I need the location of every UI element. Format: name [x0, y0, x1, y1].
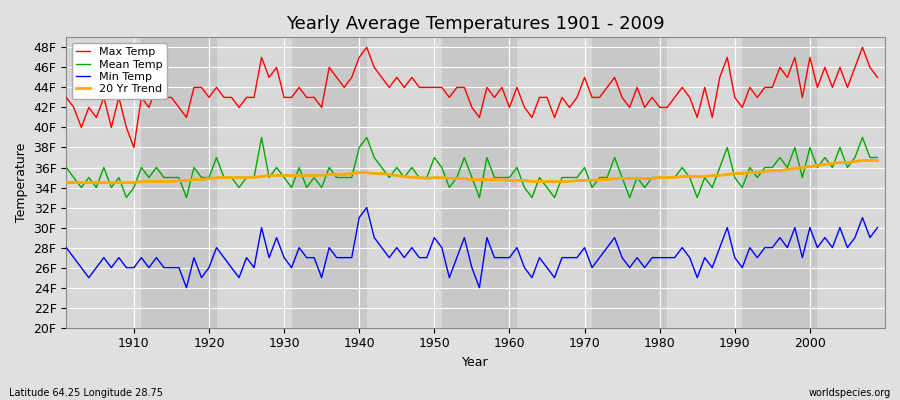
Max Temp [872, 75, 883, 80]
20 Yr Trend [61, 180, 72, 185]
Min Temp [61, 245, 72, 250]
Max Temp [121, 125, 131, 130]
20 Yr Trend [286, 173, 297, 178]
Mean Temp [872, 155, 883, 160]
Mean Temp [121, 195, 131, 200]
Text: worldspecies.org: worldspecies.org [809, 388, 891, 398]
X-axis label: Year: Year [463, 356, 489, 369]
20 Yr Trend [331, 172, 342, 177]
Bar [366, 37, 442, 328]
20 Yr Trend [121, 180, 131, 185]
Bar [667, 37, 742, 328]
Max Temp [61, 95, 72, 100]
Max Temp [293, 85, 304, 90]
Y-axis label: Temperature: Temperature [15, 143, 28, 222]
Line: 20 Yr Trend: 20 Yr Trend [67, 160, 878, 182]
Min Temp [519, 265, 530, 270]
20 Yr Trend [504, 178, 515, 183]
Bar [517, 37, 592, 328]
Title: Yearly Average Temperatures 1901 - 2009: Yearly Average Temperatures 1901 - 2009 [286, 15, 665, 33]
Min Temp [181, 285, 192, 290]
Mean Temp [609, 155, 620, 160]
Min Temp [293, 245, 304, 250]
20 Yr Trend [497, 177, 508, 182]
Bar [141, 37, 217, 328]
Bar [442, 37, 517, 328]
Min Temp [121, 265, 131, 270]
Max Temp [511, 85, 522, 90]
Max Temp [361, 45, 372, 50]
Max Temp [519, 105, 530, 110]
Max Temp [129, 145, 140, 150]
Bar [592, 37, 667, 328]
Bar [217, 37, 292, 328]
Mean Temp [302, 185, 312, 190]
20 Yr Trend [594, 177, 605, 182]
Line: Mean Temp: Mean Temp [67, 138, 878, 198]
Bar [67, 37, 141, 328]
Mean Temp [256, 135, 267, 140]
Mean Temp [129, 185, 140, 190]
Mean Temp [511, 165, 522, 170]
Legend: Max Temp, Mean Temp, Min Temp, 20 Yr Trend: Max Temp, Mean Temp, Min Temp, 20 Yr Tre… [72, 43, 166, 99]
Min Temp [511, 245, 522, 250]
Bar [742, 37, 817, 328]
20 Yr Trend [857, 158, 868, 163]
Bar [292, 37, 366, 328]
Min Temp [361, 205, 372, 210]
20 Yr Trend [872, 158, 883, 163]
Max Temp [609, 75, 620, 80]
Text: Latitude 64.25 Longitude 28.75: Latitude 64.25 Longitude 28.75 [9, 388, 163, 398]
Min Temp [338, 255, 349, 260]
Max Temp [338, 85, 349, 90]
Bar [817, 37, 885, 328]
Mean Temp [61, 165, 72, 170]
Mean Temp [346, 175, 357, 180]
Line: Min Temp: Min Temp [67, 208, 878, 288]
Min Temp [872, 225, 883, 230]
Min Temp [609, 235, 620, 240]
Line: Max Temp: Max Temp [67, 47, 878, 148]
Mean Temp [519, 185, 530, 190]
